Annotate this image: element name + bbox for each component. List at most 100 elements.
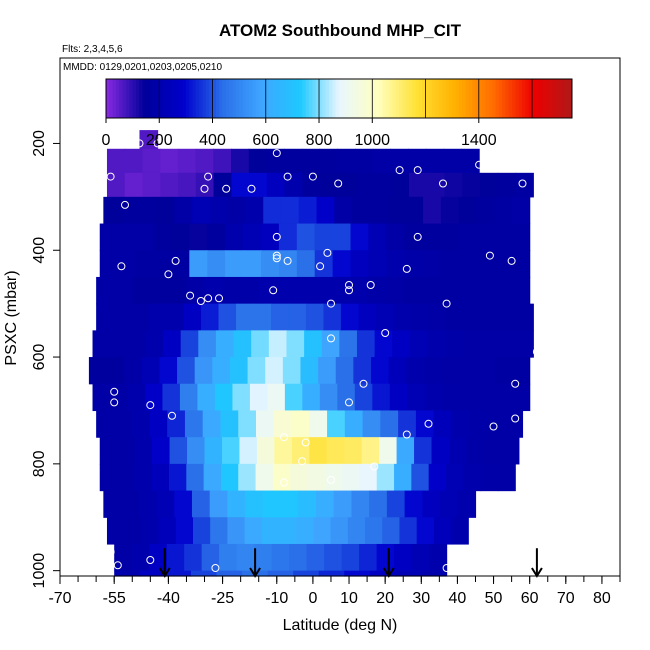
heat-cell: [265, 357, 284, 385]
heat-cell: [267, 570, 294, 577]
heat-cell: [440, 223, 459, 251]
x-axis-title: Latitude (deg N): [283, 617, 398, 634]
heat-cell: [410, 303, 429, 331]
heat-cell: [337, 383, 356, 412]
colorbar: [105, 78, 573, 119]
colorbar-swatch: [445, 79, 450, 118]
heat-cell: [253, 303, 272, 331]
heat-cell: [203, 463, 222, 492]
plot-frame: [59, 57, 621, 577]
x-tick-label: 30: [412, 590, 430, 607]
heat-cell: [333, 490, 353, 518]
colorbar-label: 1400: [461, 132, 497, 149]
heat-cell: [332, 250, 352, 278]
heat-cell: [463, 463, 482, 492]
sample-point: [200, 184, 209, 193]
heat-cell: [314, 250, 334, 278]
colorbar-swatch: [202, 79, 207, 118]
colorbar-swatch: [555, 79, 560, 118]
heat-cell: [236, 303, 255, 331]
heat-cell: [302, 383, 321, 412]
heat-cell: [189, 250, 208, 278]
colorbar-swatch: [142, 79, 147, 118]
colorbar-swatch: [475, 79, 480, 118]
heat-cell: [512, 383, 531, 412]
heat-cell: [504, 410, 524, 438]
heat-cell: [284, 148, 303, 174]
heat-cell: [457, 276, 477, 305]
colorbar-swatch: [375, 79, 380, 118]
heat-cell: [121, 196, 140, 225]
heat-cell: [141, 357, 161, 385]
heat-cell: [416, 517, 435, 545]
heat-cell: [255, 463, 274, 492]
colorbar-swatch: [405, 79, 410, 118]
heat-cell: [150, 276, 169, 305]
heat-cell: [301, 148, 321, 174]
heat-cell: [515, 172, 534, 198]
heat-cell: [398, 410, 417, 438]
heat-cell: [494, 357, 513, 385]
heat-cell: [103, 196, 122, 225]
heat-cell: [380, 410, 399, 438]
heat-cell: [148, 130, 159, 150]
colorbar-swatch: [269, 79, 273, 118]
heat-cell: [273, 410, 293, 438]
colorbar-swatch: [388, 79, 393, 118]
heat-cell: [359, 463, 378, 492]
colorbar-swatch: [119, 79, 124, 118]
colorbar-swatch: [428, 79, 433, 118]
heat-cell: [179, 383, 199, 412]
heat-cell: [227, 196, 247, 225]
colorbar-swatch: [229, 79, 233, 118]
colorbar-swatch: [205, 79, 210, 118]
heat-cell: [113, 303, 132, 331]
heat-cell: [134, 463, 153, 492]
heat-cell: [440, 490, 459, 518]
heat-cell: [162, 383, 181, 412]
sample-points: [63, 139, 541, 572]
heat-cell: [160, 148, 179, 174]
heat-cell: [209, 196, 229, 225]
heat-cell: [142, 148, 161, 174]
colorbar-swatch: [172, 79, 177, 118]
colorbar-swatch: [332, 79, 337, 118]
heat-cell: [451, 517, 469, 545]
heat-cell: [194, 357, 213, 385]
heat-cell: [422, 490, 441, 518]
heat-cell: [110, 330, 129, 358]
heat-cell: [332, 223, 352, 251]
heat-cell: [216, 570, 243, 577]
heat-cell: [298, 490, 317, 518]
heat-cell: [153, 250, 172, 278]
heat-cell: [389, 383, 408, 412]
heat-cell: [96, 410, 115, 438]
heat-cell: [142, 172, 161, 198]
sample-point: [211, 564, 220, 572]
heat-cell: [462, 172, 481, 198]
heat-cell: [404, 223, 423, 251]
heat-cell: [151, 463, 170, 492]
sample-point: [117, 262, 126, 271]
heat-cell: [493, 250, 513, 278]
colorbar-swatch: [109, 79, 114, 118]
sample-point: [345, 286, 353, 295]
colorbar-swatch: [518, 79, 523, 118]
heat-cell: [149, 543, 168, 572]
heat-cell: [280, 196, 300, 225]
heat-cell: [209, 490, 228, 518]
heat-cell: [321, 330, 340, 358]
chart-title: ATOM2 Southbound MHP_CIT: [219, 21, 462, 40]
heat-cell: [92, 330, 111, 358]
colorbar-swatch: [259, 79, 263, 118]
heat-cell: [152, 437, 171, 465]
heat-cell: [163, 330, 182, 358]
heat-cell: [117, 250, 137, 278]
heat-cell: [316, 196, 335, 225]
heat-cell: [279, 517, 297, 545]
colorbar-swatch: [329, 79, 333, 118]
heat-cell: [204, 437, 223, 465]
heat-cell: [218, 303, 237, 331]
heat-cell: [114, 570, 141, 577]
heat-cell: [390, 148, 409, 174]
